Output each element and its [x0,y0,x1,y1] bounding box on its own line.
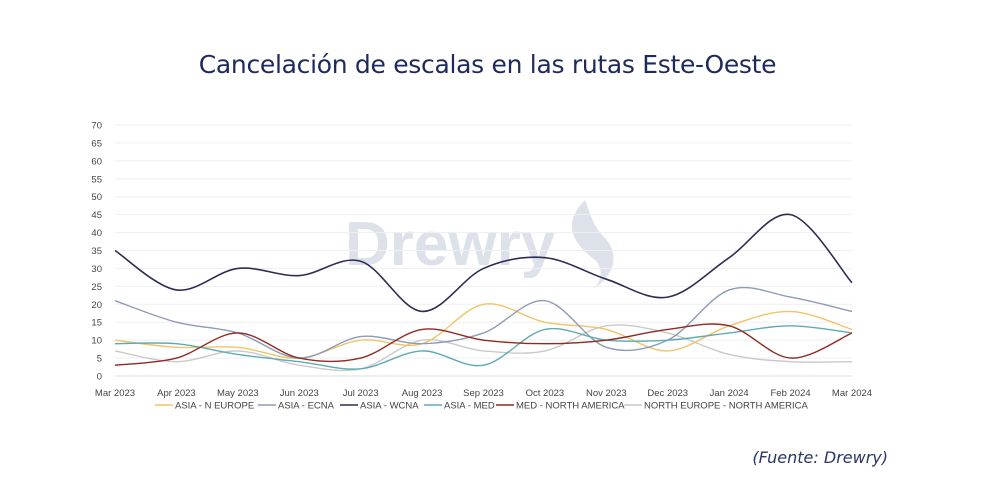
y-tick-label: 5 [97,354,102,365]
x-tick-label: Apr 2023 [157,388,196,399]
x-tick-label: Aug 2023 [402,388,443,399]
legend-label: ASIA - N EUROPE [175,401,254,412]
y-tick-label: 35 [91,246,102,257]
series-line-med-north-america [114,323,853,366]
x-tick-label: Sep 2023 [463,388,504,399]
watermark-logo: Drewry [345,210,556,279]
legend-label: ASIA - ECNA [278,401,335,412]
y-tick-label: 10 [91,336,102,347]
x-tick-label: Jan 2024 [710,388,749,399]
series-line-asia-wcna [114,213,853,313]
legend-label: ASIA - WCNA [360,401,419,412]
series-line-north-europe-north-america [114,324,853,372]
x-tick-label: Mar 2023 [95,388,135,399]
y-tick-label: 60 [91,156,102,167]
x-tick-label: Oct 2023 [526,388,565,399]
x-tick-label: Jun 2023 [280,388,319,399]
x-tick-label: May 2023 [217,388,259,399]
y-tick-label: 70 [91,121,102,132]
y-tick-label: 0 [97,372,102,383]
y-tick-label: 45 [91,210,102,221]
y-tick-label: 65 [91,138,102,149]
chart-title: Cancelación de escalas en las rutas Este… [198,50,777,79]
source-note: (Fuente: Drewry) [752,448,888,467]
x-tick-label: Nov 2023 [586,388,627,399]
legend-label: ASIA - MED [444,401,495,412]
y-tick-label: 40 [91,228,102,239]
x-tick-label: Dec 2023 [647,388,688,399]
y-tick-label: 30 [91,264,102,275]
x-tick-label: Feb 2024 [771,388,811,399]
y-tick-label: 20 [91,300,102,311]
series-line-asia-med [114,325,853,370]
y-tick-label: 55 [91,174,102,185]
y-tick-label: 15 [91,318,102,329]
watermark-flame-icon [571,200,614,290]
legend-label: NORTH EUROPE - NORTH AMERICA [644,401,808,412]
legend-label: MED - NORTH AMERICA [516,401,625,412]
y-tick-label: 50 [91,192,102,203]
x-tick-label: Jul 2023 [343,388,379,399]
x-tick-label: Mar 2024 [832,388,872,399]
y-tick-label: 25 [91,282,102,293]
